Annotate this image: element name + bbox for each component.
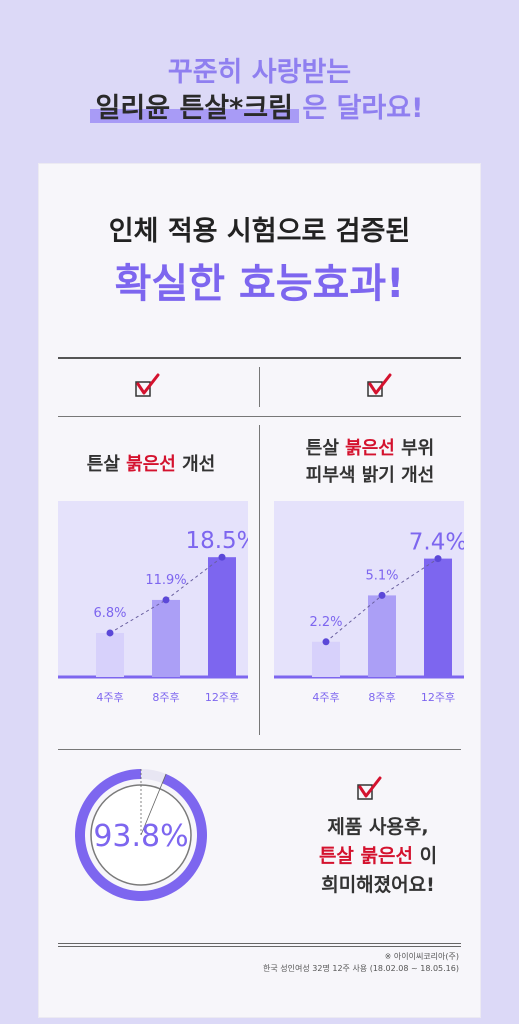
right-chart-data-label: 2.2%	[309, 615, 342, 630]
left-chart-tick-label: 4주후	[96, 691, 123, 704]
right-chart-point	[434, 555, 442, 563]
card-headline: 확실한 효능효과!	[114, 261, 405, 307]
left-chart-bar	[208, 557, 236, 677]
right-title-part: 튼살	[305, 438, 346, 459]
left-chart-data-label: 11.9%	[145, 573, 186, 588]
left-title-part: 개선	[175, 454, 216, 475]
right-chart-title: 튼살 붉은선 부위 피부색 밝기 개선	[270, 435, 470, 489]
result-line1: 제품 사용후,	[327, 816, 429, 838]
check-icon	[367, 373, 392, 397]
right-chart-bar	[368, 595, 396, 677]
divider-vertical-mid	[259, 425, 260, 735]
left-chart-point	[162, 596, 170, 604]
right-chart-point	[378, 591, 386, 599]
right-chart-point	[322, 638, 330, 646]
left-chart-data-label: 6.8%	[93, 606, 126, 621]
card-title: 인체 적용 시험으로 검증된	[108, 216, 411, 247]
left-title-part: 튼살	[86, 454, 127, 475]
left-chart-tick-label: 12주후	[205, 691, 239, 704]
header: 꾸준히 사랑받는 일리윤 튼살*크림 은 달라요!	[0, 0, 519, 160]
right-chart-tick-label: 4주후	[312, 691, 339, 704]
divider-bottom	[58, 749, 461, 750]
footnote-line1: ※ 아이이씨코리아(주)	[384, 952, 459, 961]
donut-data-label: 93.8%	[93, 819, 188, 854]
right-chart-tick-label: 12주후	[421, 691, 455, 704]
check-icon	[135, 373, 160, 397]
result-line2: 튼살 붉은선 이	[283, 842, 473, 871]
footnote-line2: 한국 성인여성 32명 12주 사용 (18.02.08 ~ 18.05.16)	[263, 964, 459, 973]
donut-chart: 93.8%	[74, 769, 207, 901]
donut-slice-rest	[141, 769, 167, 784]
donut-guide-line	[140, 773, 167, 836]
right-chart-bar	[312, 641, 340, 677]
result-card: 인체 적용 시험으로 검증된 확실한 효능효과! 튼살 붉은선 개선 튼살 붉은…	[38, 163, 481, 1018]
left-chart-point	[106, 629, 114, 637]
result-line2-rest: 이	[412, 845, 438, 867]
bar-chart-left: 6.8% 4주후 11.9% 8주후 18.5% 12주후	[58, 501, 248, 704]
right-title-line1: 튼살 붉은선 부위	[270, 435, 470, 462]
bar-chart-right: 2.2% 4주후 5.1% 8주후 7.4% 12주후	[274, 501, 464, 704]
right-chart-tick-label: 8주후	[368, 691, 395, 704]
footnote: ※ 아이이씨코리아(주) 한국 성인여성 32명 12주 사용 (18.02.0…	[199, 951, 459, 975]
header-rest: 은 달라요!	[292, 93, 424, 124]
footer-divider	[58, 943, 461, 947]
right-chart-bar	[424, 558, 452, 677]
left-chart-title: 튼살 붉은선 개선	[56, 451, 246, 478]
result-text: 제품 사용후, 튼살 붉은선 이 희미해졌어요!	[283, 813, 473, 900]
header-line1: 꾸준히 사랑받는	[167, 57, 352, 88]
divider-top	[58, 357, 461, 359]
divider-mid	[58, 416, 461, 417]
header-line2: 일리윤 튼살*크림 은 달라요!	[0, 86, 519, 125]
left-chart-bar	[152, 599, 180, 677]
result-line3: 희미해졌어요!	[321, 874, 435, 896]
right-title-red: 붉은선	[345, 438, 395, 459]
divider-vertical-top	[259, 367, 260, 407]
left-title-red: 붉은선	[126, 454, 176, 475]
check-icon	[357, 776, 382, 800]
result-red: 튼살 붉은선	[318, 845, 413, 867]
header-highlight: 일리윤 튼살*크림	[89, 86, 300, 125]
right-title-part: 부위	[394, 438, 435, 459]
right-chart-data-label: 5.1%	[365, 568, 398, 583]
right-chart-data-label: 7.4%	[409, 530, 464, 556]
left-chart-point	[218, 553, 226, 561]
left-chart-bar	[96, 632, 124, 677]
left-chart-data-label: 18.5%	[185, 528, 248, 554]
right-title-line2: 피부색 밝기 개선	[305, 465, 435, 486]
left-chart-tick-label: 8주후	[152, 691, 179, 704]
